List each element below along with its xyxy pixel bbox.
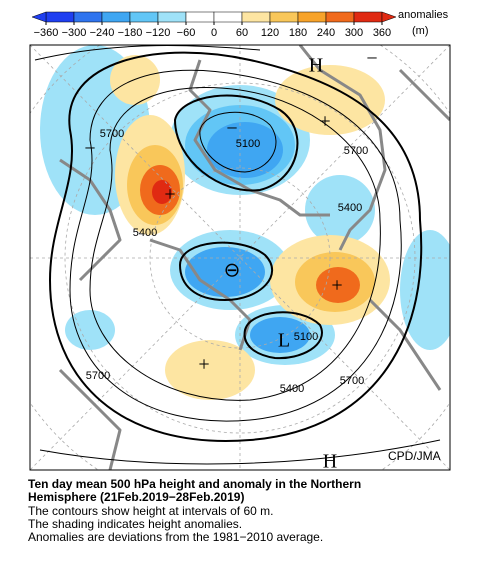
colorbar-tick-label: −300	[62, 27, 87, 39]
colorbar-tick-label: 120	[261, 27, 279, 39]
plus-marker: +	[319, 111, 330, 133]
colorbar-tick-label: 240	[317, 27, 335, 39]
map-body: − − − ⊖ + + + +	[30, 45, 450, 470]
colorbar-title: anomalies	[398, 9, 449, 21]
minus-marker: −	[84, 138, 95, 160]
colorbar-tick-label: −120	[146, 27, 171, 39]
contour-label: 5700	[340, 375, 364, 387]
colorbar-tick-label: 180	[289, 27, 307, 39]
colorbar-end	[31, 11, 47, 23]
low-marker: L	[278, 330, 290, 352]
contour-label: 5700	[100, 128, 124, 140]
minus-marker: −	[226, 118, 237, 140]
caption-note: The contours show height at intervals of…	[28, 504, 274, 518]
contour-labels: 5700 5100 5700 5400 5400 5100 5700 5400 …	[86, 128, 368, 395]
minus-marker: −	[366, 48, 377, 70]
colorbar-tick-label: 60	[236, 27, 248, 39]
contour-label: 5400	[133, 227, 157, 239]
contour-label: 5400	[338, 202, 362, 214]
credit: CPD/JMA	[388, 449, 441, 463]
plus-marker: +	[331, 275, 342, 297]
contour-label: 5400	[280, 383, 304, 395]
plus-marker: +	[198, 354, 209, 376]
colorbar-tick-label: 300	[345, 27, 363, 39]
map-frame	[29, 44, 451, 471]
graticule	[30, 45, 450, 470]
caption-title-line: Ten day mean 500 hPa height and anomaly …	[28, 477, 362, 491]
contour-label: 5100	[236, 138, 260, 150]
colorbar-tick-label: −240	[90, 27, 115, 39]
caption-title-line: Hemisphere (21Feb.2019−28Feb.2019)	[28, 490, 245, 504]
caption-note: The shading indicates height anomalies.	[28, 517, 243, 531]
high-marker: H	[323, 451, 337, 473]
colorbar-tick-label: −360	[34, 27, 59, 39]
caption-title: Ten day mean 500 hPa height and anomaly …	[28, 478, 361, 504]
coastline	[58, 45, 450, 470]
colorbar-unit: (m)	[412, 25, 429, 37]
contour-label: 5100	[294, 331, 318, 343]
colorbar-tick-label: −60	[177, 27, 196, 39]
contour	[34, 45, 441, 465]
colorbar-end	[381, 11, 397, 23]
caption-note: Anomalies are deviations from the 1981−2…	[28, 530, 324, 544]
colorbar-tick-label: 360	[373, 27, 391, 39]
contour-label: 5700	[344, 145, 368, 157]
plus-marker: +	[164, 184, 175, 206]
minus-marker: ⊖	[224, 260, 241, 282]
map: − − − ⊖ + + + + 5700 5100 5700 5400 5400…	[29, 44, 451, 473]
contour-label: 5700	[86, 370, 110, 382]
colorbar-tick-label: 0	[211, 27, 217, 39]
colorbar: anomalies (m) −360 −300 −240 −180 −120 −60 0 60…	[31, 9, 449, 39]
caption-notes: The contours show height at intervals of…	[28, 505, 323, 544]
high-marker: H	[309, 55, 323, 77]
colorbar-tick-label: −180	[118, 27, 143, 39]
